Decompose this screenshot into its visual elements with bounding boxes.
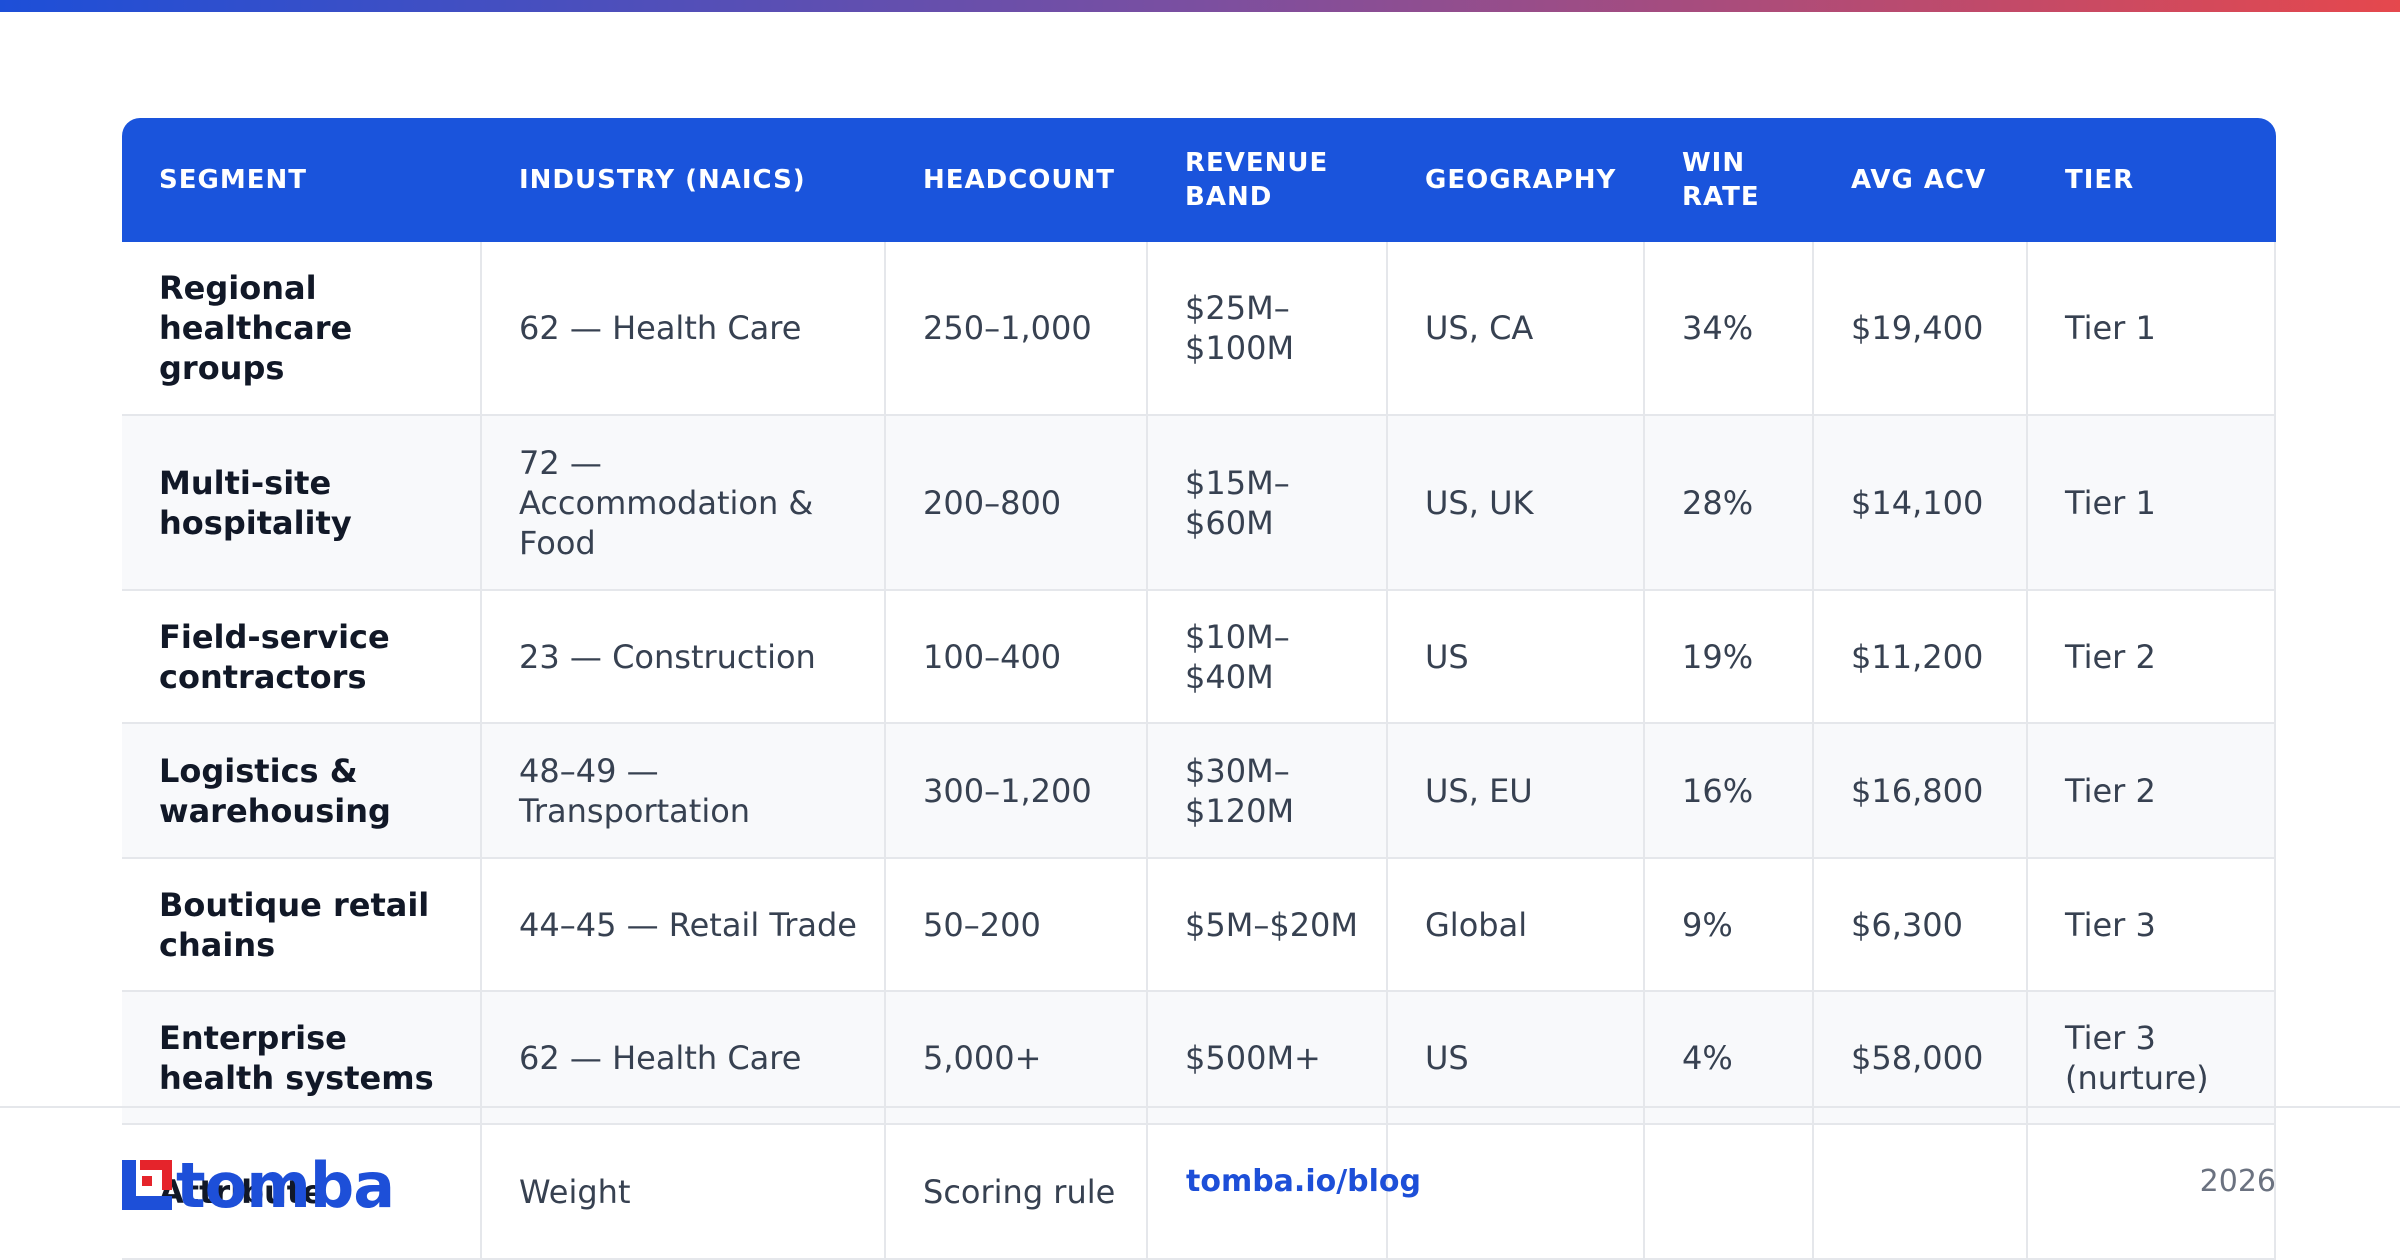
footer-divider	[0, 1106, 2400, 1108]
table-cell: Weight	[482, 1125, 886, 1260]
segment-cell: Attribute	[122, 1125, 482, 1260]
footer-year: 2026	[2199, 1164, 2276, 1199]
segment-cell: Multi-site hospitality	[122, 416, 482, 591]
table-cell: Tier 2	[2028, 724, 2276, 859]
table-cell: 72 — Accommodation & Food	[482, 416, 886, 591]
table-cell	[2028, 1125, 2276, 1260]
segment-cell: Logistics & warehousing	[122, 724, 482, 859]
table-cell: US	[1388, 591, 1645, 724]
table-cell: Tier 2	[2028, 591, 2276, 724]
table-cell: US, UK	[1388, 416, 1645, 591]
table-cell: 62 — Health Care	[482, 242, 886, 416]
table-cell: 23 — Construction	[482, 591, 886, 724]
header-cell: GEOGRAPHY	[1388, 118, 1645, 242]
table-cell: 250–1,000	[886, 242, 1148, 416]
table-cell: Tier 3 (nurture)	[2028, 992, 2276, 1125]
header-cell: INDUSTRY (NAICS)	[482, 118, 886, 242]
table-cell	[1388, 1125, 1645, 1260]
header-cell: HEADCOUNT	[886, 118, 1148, 242]
header-cell: REVENUE BAND	[1148, 118, 1388, 242]
table-cell: $11,200	[1814, 591, 2028, 724]
logo-icon	[122, 1160, 172, 1210]
table-cell: US, EU	[1388, 724, 1645, 859]
table-cell	[1645, 1125, 1814, 1260]
blog-link[interactable]: tomba.io/blog	[1186, 1164, 1422, 1199]
table-cell: 16%	[1645, 724, 1814, 859]
table-cell: $10M–$40M	[1148, 591, 1388, 724]
table-cell: $5M–$20M	[1148, 859, 1388, 992]
table-cell: $500M+	[1148, 992, 1388, 1125]
table-cell: $58,000	[1814, 992, 2028, 1125]
logo[interactable]: tomba	[122, 1149, 395, 1222]
table-cell: 28%	[1645, 416, 1814, 591]
logo-text: tomba	[176, 1148, 395, 1222]
segment-cell: Enterprise health systems	[122, 992, 482, 1125]
table-cell: Tier 3	[2028, 859, 2276, 992]
table-cell: $6,300	[1814, 859, 2028, 992]
table-cell	[1148, 1125, 1388, 1260]
segment-table: SEGMENT INDUSTRY (NAICS) HEADCOUNT REVENUE …	[122, 118, 2276, 1260]
table-cell: Global	[1388, 859, 1645, 992]
table-cell: Tier 1	[2028, 242, 2276, 416]
table-cell: US, CA	[1388, 242, 1645, 416]
table-cell: $19,400	[1814, 242, 2028, 416]
table-cell: 62 — Health Care	[482, 992, 886, 1125]
table-cell: 44–45 — Retail Trade	[482, 859, 886, 992]
table-cell: 4%	[1645, 992, 1814, 1125]
table-cell: 50–200	[886, 859, 1148, 992]
table-cell: $16,800	[1814, 724, 2028, 859]
table-cell: $14,100	[1814, 416, 2028, 591]
table-cell: $15M–$60M	[1148, 416, 1388, 591]
table-cell: 34%	[1645, 242, 1814, 416]
header-cell: WIN RATE	[1645, 118, 1814, 242]
table-cell: 48–49 — Transportation	[482, 724, 886, 859]
accent-bar	[0, 0, 2400, 12]
table-cell: 5,000+	[886, 992, 1148, 1125]
table-cell: 200–800	[886, 416, 1148, 591]
segment-cell: Boutique retail chains	[122, 859, 482, 992]
segment-cell: Field-service contractors	[122, 591, 482, 724]
header-cell: SEGMENT	[122, 118, 482, 242]
table-cell: $25M–$100M	[1148, 242, 1388, 416]
segment-cell: Regional healthcare groups	[122, 242, 482, 416]
table-cell	[1814, 1125, 2028, 1260]
table-cell: 19%	[1645, 591, 1814, 724]
table-cell: US	[1388, 992, 1645, 1125]
table-cell: Tier 1	[2028, 416, 2276, 591]
table-cell: $30M–$120M	[1148, 724, 1388, 859]
table-cell: 9%	[1645, 859, 1814, 992]
table-cell: Scoring rule	[886, 1125, 1148, 1260]
header-cell: AVG ACV	[1814, 118, 2028, 242]
header-cell: TIER	[2028, 118, 2276, 242]
table-cell: 300–1,200	[886, 724, 1148, 859]
table-cell: 100–400	[886, 591, 1148, 724]
